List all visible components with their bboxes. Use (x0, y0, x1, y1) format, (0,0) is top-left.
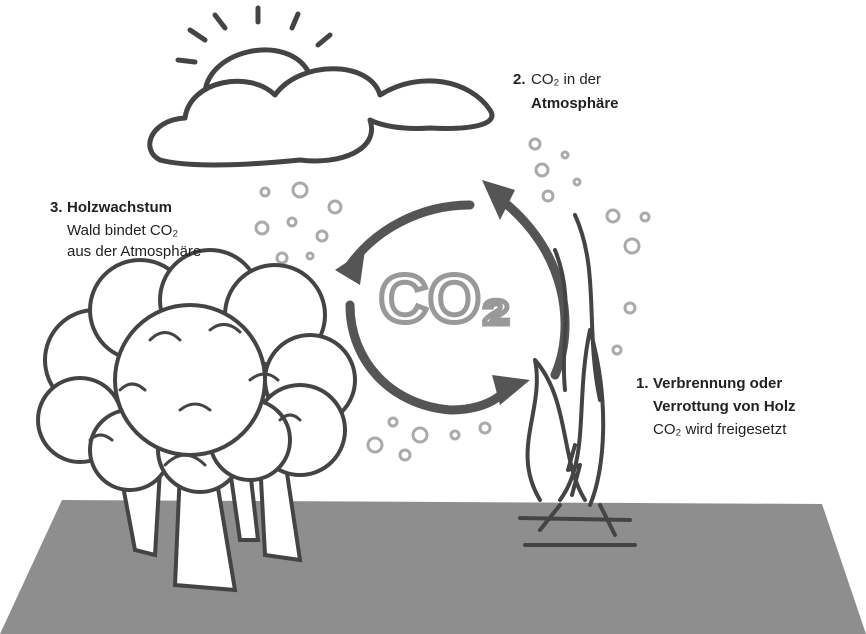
step-title: Holzwachstum (67, 199, 172, 216)
step-number: 1. (636, 375, 649, 392)
step-text: CO₂ wird freigesetzt (653, 421, 787, 438)
step-1-label: 1. Verbrennung oder Verrottung von Holz … (636, 375, 796, 438)
step-text: Wald bindet CO₂ (67, 222, 178, 239)
diagram: CO₂ 2. CO₂ in der Atmosphäre 3. (0, 0, 866, 634)
cloud (150, 69, 492, 165)
step-title: Atmosphäre (531, 95, 619, 112)
step-number: 3. (50, 199, 63, 216)
step-text: aus der Atmosphäre (67, 243, 201, 260)
center-label: CO₂ (379, 261, 511, 337)
step-title: Verrottung von Holz (653, 398, 796, 415)
step-3-label: 3. Holzwachstum Wald bindet CO₂ aus der … (50, 199, 201, 260)
step-title: Verbrennung oder (653, 375, 782, 392)
step-text: CO₂ in der (531, 71, 601, 88)
step-number: 2. (513, 71, 526, 88)
fire (520, 215, 635, 545)
step-2-label: 2. CO₂ in der Atmosphäre (513, 71, 619, 112)
